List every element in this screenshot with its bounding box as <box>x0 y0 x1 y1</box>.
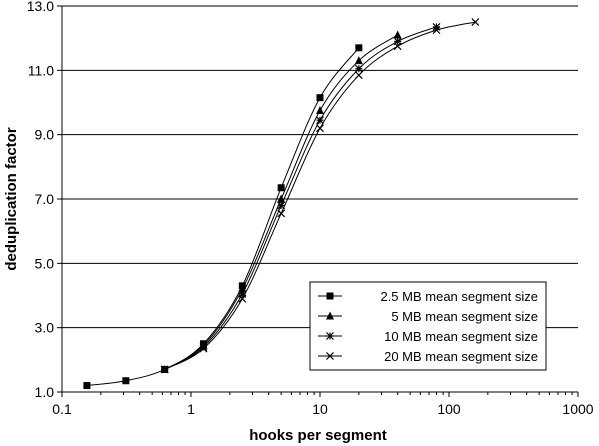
legend: 2.5 MB mean segment size 5 MB mean segmen… <box>309 281 547 371</box>
x-tick-labels: 0.1 1 10 100 1000 <box>52 401 594 417</box>
series-line <box>164 26 437 370</box>
y-tick-label: 9.0 <box>35 127 55 143</box>
data-point <box>277 184 285 192</box>
data-point <box>160 365 169 374</box>
data-series <box>83 18 480 390</box>
legend-item: 2.5 MB mean segment size <box>318 289 538 304</box>
series-line <box>86 47 360 387</box>
data-point <box>122 377 130 385</box>
data-point <box>432 22 441 31</box>
data-point <box>354 64 363 73</box>
data-point <box>83 382 91 390</box>
legend-label: 10 MB mean segment size <box>384 329 538 344</box>
y-tick-label: 11.0 <box>28 62 54 78</box>
data-point <box>238 294 247 303</box>
legend-marker <box>326 311 334 320</box>
y-tick-label: 1.0 <box>35 384 55 400</box>
x-tick-label: 100 <box>437 401 461 417</box>
legend-item: 10 MB mean segment size <box>318 329 538 344</box>
legend-label: 20 MB mean segment size <box>384 349 538 364</box>
data-point <box>393 42 402 51</box>
data-point <box>354 56 363 65</box>
data-point <box>316 124 324 133</box>
data-point <box>277 209 286 218</box>
data-point <box>432 26 441 35</box>
y-tick-label: 5.0 <box>35 255 55 271</box>
y-tick-label: 3.0 <box>35 320 55 336</box>
legend-label: 2.5 MB mean segment size <box>380 289 538 304</box>
x-tick-label: 10 <box>312 401 328 417</box>
legend-marker <box>326 332 334 340</box>
data-point <box>354 71 363 80</box>
x-tick-label: 1000 <box>562 401 593 417</box>
legend-marker <box>326 352 334 360</box>
legend-item: 5 MB mean segment size <box>318 309 538 324</box>
y-tick-label: 7.0 <box>35 191 55 207</box>
y-tick-label: 13.0 <box>27 0 54 14</box>
data-point <box>316 116 324 125</box>
data-point <box>471 18 480 27</box>
series-line <box>164 21 476 370</box>
series-4 <box>160 18 480 374</box>
x-tick-label: 0.1 <box>52 401 72 417</box>
data-point <box>316 106 324 115</box>
legend-label: 5 MB mean segment size <box>391 309 538 324</box>
x-tick-label: 1 <box>187 401 195 417</box>
data-point <box>199 344 208 353</box>
data-point <box>316 94 324 102</box>
axes <box>57 5 579 397</box>
legend-item: 20 MB mean segment size <box>318 349 538 364</box>
data-point <box>393 30 402 39</box>
legend-box <box>309 281 547 371</box>
y-axis-title: deduplication factor <box>3 127 20 271</box>
data-point <box>355 44 363 52</box>
x-axis-title: hooks per segment <box>249 427 387 444</box>
legend-marker <box>326 292 334 300</box>
y-tick-labels: 1.0 3.0 5.0 7.0 9.0 11.0 13.0 <box>27 0 54 400</box>
